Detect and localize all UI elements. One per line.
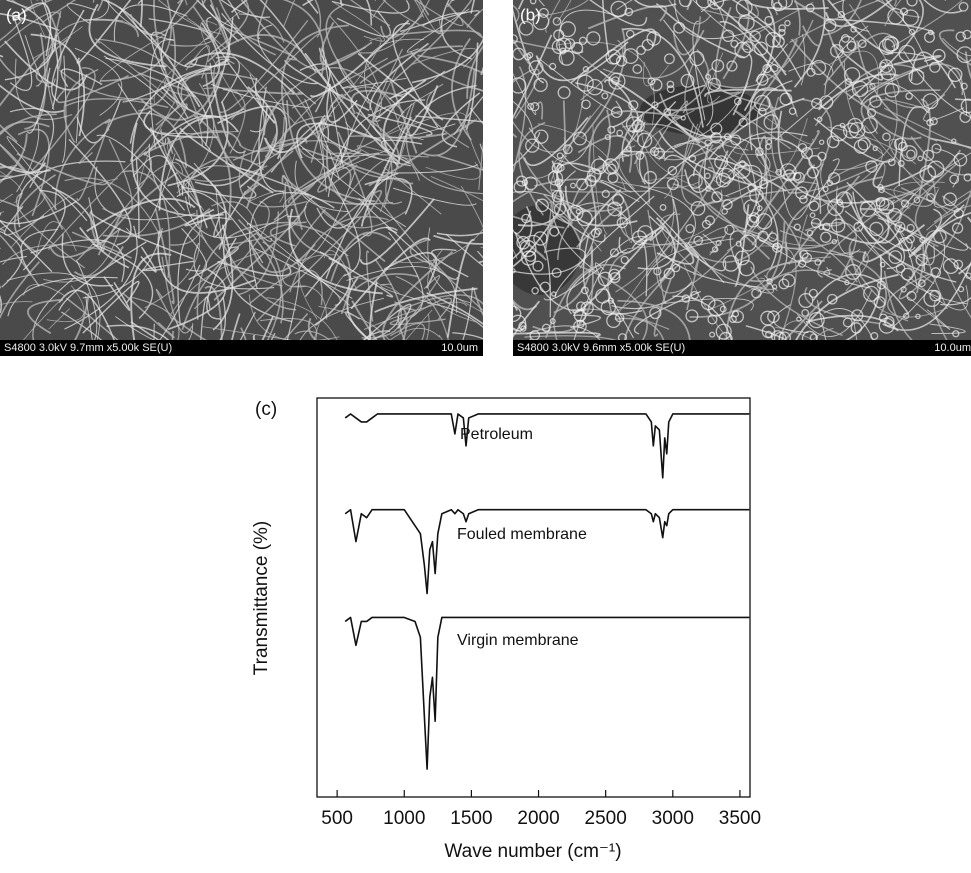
x-axis-label: Wave number (cm⁻¹) (444, 841, 621, 862)
series-label: Petroleum (460, 426, 533, 443)
sem-image-a: S4800 3.0kV 9.7mm x5.00k SE(U) 10.0um (a… (0, 0, 576, 434)
x-tick-label: 3500 (719, 808, 761, 829)
sem-info: S4800 3.0kV 9.7mm x5.00k SE(U) (4, 342, 172, 354)
x-tick-label: 1500 (450, 808, 492, 829)
sem-scale: 10.0um (441, 342, 478, 354)
x-tick-label: 2500 (585, 808, 627, 829)
panel-label: (a) (6, 5, 27, 24)
plot-frame (317, 398, 750, 797)
spectrum-line (345, 510, 749, 594)
dark-region (500, 205, 580, 295)
fiber (479, 158, 513, 262)
x-tick-label: 3000 (652, 808, 694, 829)
spectrum-line (345, 414, 749, 478)
ftir-chart: (c) Wave number (cm⁻¹) Transmittance (%)… (251, 398, 761, 862)
x-tick-label: 500 (321, 808, 353, 829)
x-tick-label: 1000 (383, 808, 425, 829)
sem-scale: 10.0um (934, 342, 971, 354)
series-label: Virgin membrane (457, 632, 579, 649)
panel-label: (c) (255, 399, 277, 420)
y-axis-label: Transmittance (%) (251, 521, 272, 676)
fiber (481, 0, 510, 75)
sem-info: S4800 3.0kV 9.6mm x5.00k SE(U) (517, 342, 685, 354)
fiber (480, 144, 518, 204)
sem-image-b: S4800 3.0kV 9.6mm x5.00k SE(U) 10.0um (b… (410, 0, 971, 438)
fiber (478, 0, 518, 22)
panel-label: (b) (520, 5, 541, 24)
series-label: Fouled membrane (457, 526, 587, 543)
x-tick-label: 2000 (517, 808, 559, 829)
